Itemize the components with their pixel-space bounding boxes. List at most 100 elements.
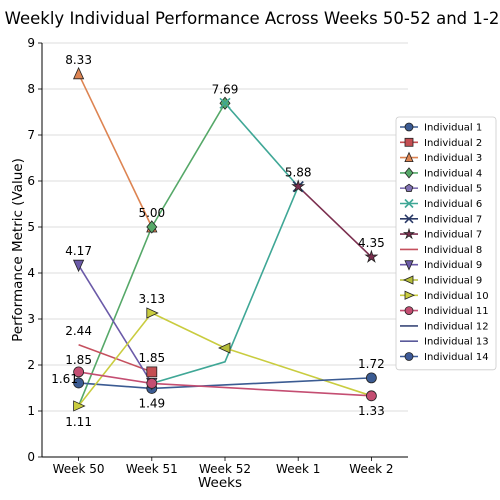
data-point (404, 306, 414, 316)
data-point (404, 183, 414, 192)
series-lines (77, 73, 372, 407)
data-label: 1.11 (65, 415, 92, 429)
marker-stroke (404, 214, 414, 224)
data-label: 5.88 (285, 166, 312, 180)
legend-item: Individual 13 (400, 337, 489, 348)
y-tick-label: 1 (27, 404, 35, 418)
x-tick-label: Week 1 (276, 462, 320, 476)
data-point (364, 249, 379, 263)
y-axis-ticks: 0 1 2 3 4 5 6 7 8 9 (27, 36, 42, 464)
legend-box (395, 116, 497, 371)
series-line (77, 73, 153, 228)
legend-item: Individual 8 (400, 245, 482, 256)
data-label: 7.69 (212, 82, 239, 96)
legend-label: Individual 4 (424, 168, 482, 179)
legend-item: Individual 9 (400, 260, 482, 271)
legend-label: Individual 9 (424, 276, 482, 287)
x-tick-label: Week 2 (349, 462, 393, 476)
data-point (404, 151, 414, 163)
data-label: 1.61 (51, 372, 78, 386)
legend-label: Individual 7 (424, 230, 482, 241)
series-line (224, 102, 299, 188)
legend-label: Individual 10 (424, 291, 489, 302)
legend-label: Individual 7 (424, 214, 482, 225)
x-axis-ticks: Week 50 Week 51 Week 52 Week 1 Week 2 (53, 457, 394, 476)
legend-item: Individual 9 (400, 275, 482, 287)
data-point (404, 122, 414, 132)
legend-item: Individual 2 (400, 138, 482, 149)
data-point (291, 179, 306, 193)
data-point (73, 366, 84, 378)
legend-item: Individual 7 (400, 227, 482, 241)
data-point (404, 214, 414, 224)
plot-frame (41, 43, 408, 458)
data-label: 2.44 (65, 324, 92, 338)
data-point (404, 198, 414, 209)
y-axis-label: Performance Metric (Value) (10, 158, 26, 342)
y-tick-label: 6 (27, 174, 35, 188)
data-point (146, 307, 159, 319)
data-labels: 1.61 1.49 1.72 1.85 8.33 5.00 7.69 5.88 4.35 2.44… (51, 53, 385, 429)
data-point (404, 260, 414, 271)
marker-stroke (404, 198, 414, 209)
y-tick-label: 0 (27, 450, 35, 464)
data-label: 1.85 (138, 351, 165, 365)
series-line (77, 226, 153, 407)
legend-label: Individual 13 (424, 337, 489, 348)
x-axis-label: Weeks (198, 475, 242, 491)
series-line (77, 264, 153, 384)
legend-label: Individual 12 (424, 321, 489, 332)
series-line (297, 185, 372, 258)
series-line (151, 186, 299, 385)
data-label: 1.72 (358, 357, 385, 371)
data-point (403, 275, 414, 285)
legend-label: Individual 5 (424, 184, 482, 195)
series-line (78, 371, 372, 397)
series-line (77, 312, 153, 407)
data-point (72, 66, 85, 80)
legend-item: Individual 14 (400, 352, 489, 363)
legend-label: Individual 3 (424, 153, 482, 164)
y-gridlines (42, 42, 408, 458)
legend-item: Individual 4 (400, 167, 482, 179)
data-point (146, 366, 158, 378)
data-point (404, 290, 415, 300)
legend-item: Individual 12 (400, 321, 489, 332)
legend-label: Individual 11 (424, 306, 489, 317)
data-point (404, 167, 414, 179)
data-point (365, 372, 377, 384)
data-point (146, 377, 158, 389)
legend-label: Individual 1 (424, 123, 482, 134)
data-label: 1.33 (358, 404, 385, 418)
legend-item: Individual 6 (400, 198, 482, 210)
data-point (365, 390, 377, 402)
data-point (73, 377, 84, 389)
legend: Individual 1 Individual 2 Individual 3 Indi… (395, 116, 497, 371)
legend-item: Individual 1 (400, 123, 482, 134)
legend-label: Individual 14 (424, 352, 489, 363)
legend-label: Individual 9 (424, 260, 482, 271)
legend-item: Individual 10 (400, 290, 489, 302)
data-point (218, 342, 231, 354)
y-tick-label: 5 (27, 220, 35, 234)
x-tick-label: Week 50 (53, 462, 105, 476)
x-tick-label: Week 51 (126, 462, 178, 476)
series-markers (72, 66, 379, 412)
data-point (146, 220, 158, 234)
data-label: 4.17 (65, 244, 92, 258)
legend-item: Individual 5 (400, 184, 482, 195)
y-tick-label: 9 (27, 36, 35, 50)
y-tick-label: 3 (27, 312, 35, 326)
data-point (402, 227, 416, 240)
data-point (404, 137, 414, 147)
data-point (73, 400, 86, 412)
legend-label: Individual 6 (424, 199, 482, 210)
y-tick-label: 4 (27, 266, 35, 280)
series-line (151, 102, 226, 228)
chart-title: Weekly Individual Performance Across Wee… (5, 9, 500, 28)
data-label: 5.00 (138, 206, 165, 220)
legend-item: Individual 7 (400, 214, 482, 225)
data-point (219, 97, 231, 109)
data-label: 4.35 (358, 236, 385, 250)
